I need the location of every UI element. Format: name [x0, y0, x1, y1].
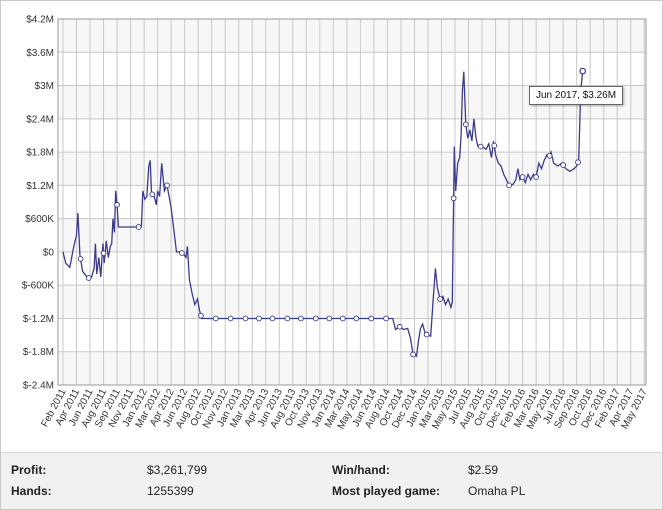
y-tick-label: $-1.2M [23, 314, 54, 325]
y-tick-label: $-600K [22, 281, 55, 292]
series-marker [242, 315, 249, 322]
series-marker [575, 159, 581, 166]
y-tick-label: $-1.8M [23, 347, 54, 358]
series-marker [85, 275, 92, 281]
profit-label: Profit: [11, 463, 47, 477]
profit-value: $3,261,799 [147, 463, 208, 477]
profit-series-line [62, 71, 584, 358]
series-marker [491, 142, 498, 149]
hands-value: 1255399 [147, 484, 194, 498]
series-marker [179, 250, 185, 256]
plot-band [58, 218, 646, 252]
series-marker [100, 250, 107, 257]
series-marker [437, 296, 443, 302]
series-marker [353, 315, 360, 322]
series-marker [546, 152, 553, 159]
series-marker [368, 315, 375, 322]
y-tick-label: $1.2M [26, 181, 54, 192]
y-tick-label: $2.4M [26, 114, 54, 125]
chart-panel: $4.2M $3.6M $3M $2.4M $1.8M $1.2M $600K $0 $-600… [1, 1, 662, 453]
series-marker [339, 315, 346, 322]
series-marker [560, 162, 566, 168]
series-marker [198, 312, 204, 319]
stats-row-profit: Profit: $3,261,799 Win/hand: $2.59 [1, 463, 662, 483]
series-marker [149, 191, 156, 198]
series-marker [212, 315, 219, 322]
stats-panel: Profit: $3,261,799 Win/hand: $2.59 Hands… [1, 453, 662, 509]
y-tick-label: $-2.4M [23, 381, 54, 392]
series-marker [506, 182, 512, 189]
y-tick-label: $3M [35, 81, 54, 92]
plot-band [58, 118, 646, 153]
highlight-marker [579, 67, 587, 75]
winhand-label: Win/hand: [332, 463, 390, 477]
plot-band [58, 285, 646, 319]
plot-band [58, 185, 646, 219]
series-marker [284, 315, 291, 322]
y-tick-label: $1.8M [26, 148, 54, 159]
series-marker [227, 315, 234, 322]
most-played-value: Omaha PL [468, 484, 526, 498]
plot-band [58, 351, 646, 385]
series-marker [477, 143, 484, 150]
hands-label: Hands: [11, 484, 52, 498]
series-marker [396, 323, 403, 330]
series-marker [164, 182, 170, 189]
plot-band [58, 19, 646, 53]
series-marker [114, 201, 120, 208]
series-marker [312, 315, 319, 322]
series-marker [519, 174, 526, 180]
series-marker [383, 315, 389, 322]
plot-bands [58, 19, 646, 385]
most-played-label: Most played game: [332, 484, 441, 498]
series-marker [462, 121, 469, 128]
series-marker [450, 195, 457, 202]
series-markers [77, 67, 587, 358]
series-marker [533, 174, 539, 180]
y-axis-labels: $4.2M $3.6M $3M $2.4M $1.8M $1.2M $600K $0 $-600… [22, 15, 55, 392]
y-tick-label: $0 [43, 247, 55, 258]
series-marker [135, 224, 142, 230]
plot-band [58, 152, 646, 186]
series-marker [423, 331, 430, 338]
point-tooltip: Jun 2017, $3.26M [529, 86, 624, 105]
y-tick-label: $4.2M [26, 15, 54, 26]
plot-band [58, 52, 646, 86]
stats-row-hands: Hands: 1255399 Most played game: Omaha P… [1, 484, 662, 504]
series-marker [256, 315, 262, 322]
series-marker [298, 315, 304, 322]
plot-area-border [57, 18, 647, 386]
y-tick-label: $600K [25, 214, 54, 225]
series-marker [326, 315, 333, 322]
plot-band [58, 251, 646, 286]
profit-line-chart: $4.2M $3.6M $3M $2.4M $1.8M $1.2M $600K $0 $-600… [22, 15, 650, 432]
y-tick-label: $3.6M [26, 48, 54, 59]
series-marker [410, 351, 416, 358]
series-marker [77, 255, 84, 262]
plot-band [58, 318, 646, 352]
winhand-value: $2.59 [468, 463, 499, 477]
series-marker [269, 315, 276, 322]
